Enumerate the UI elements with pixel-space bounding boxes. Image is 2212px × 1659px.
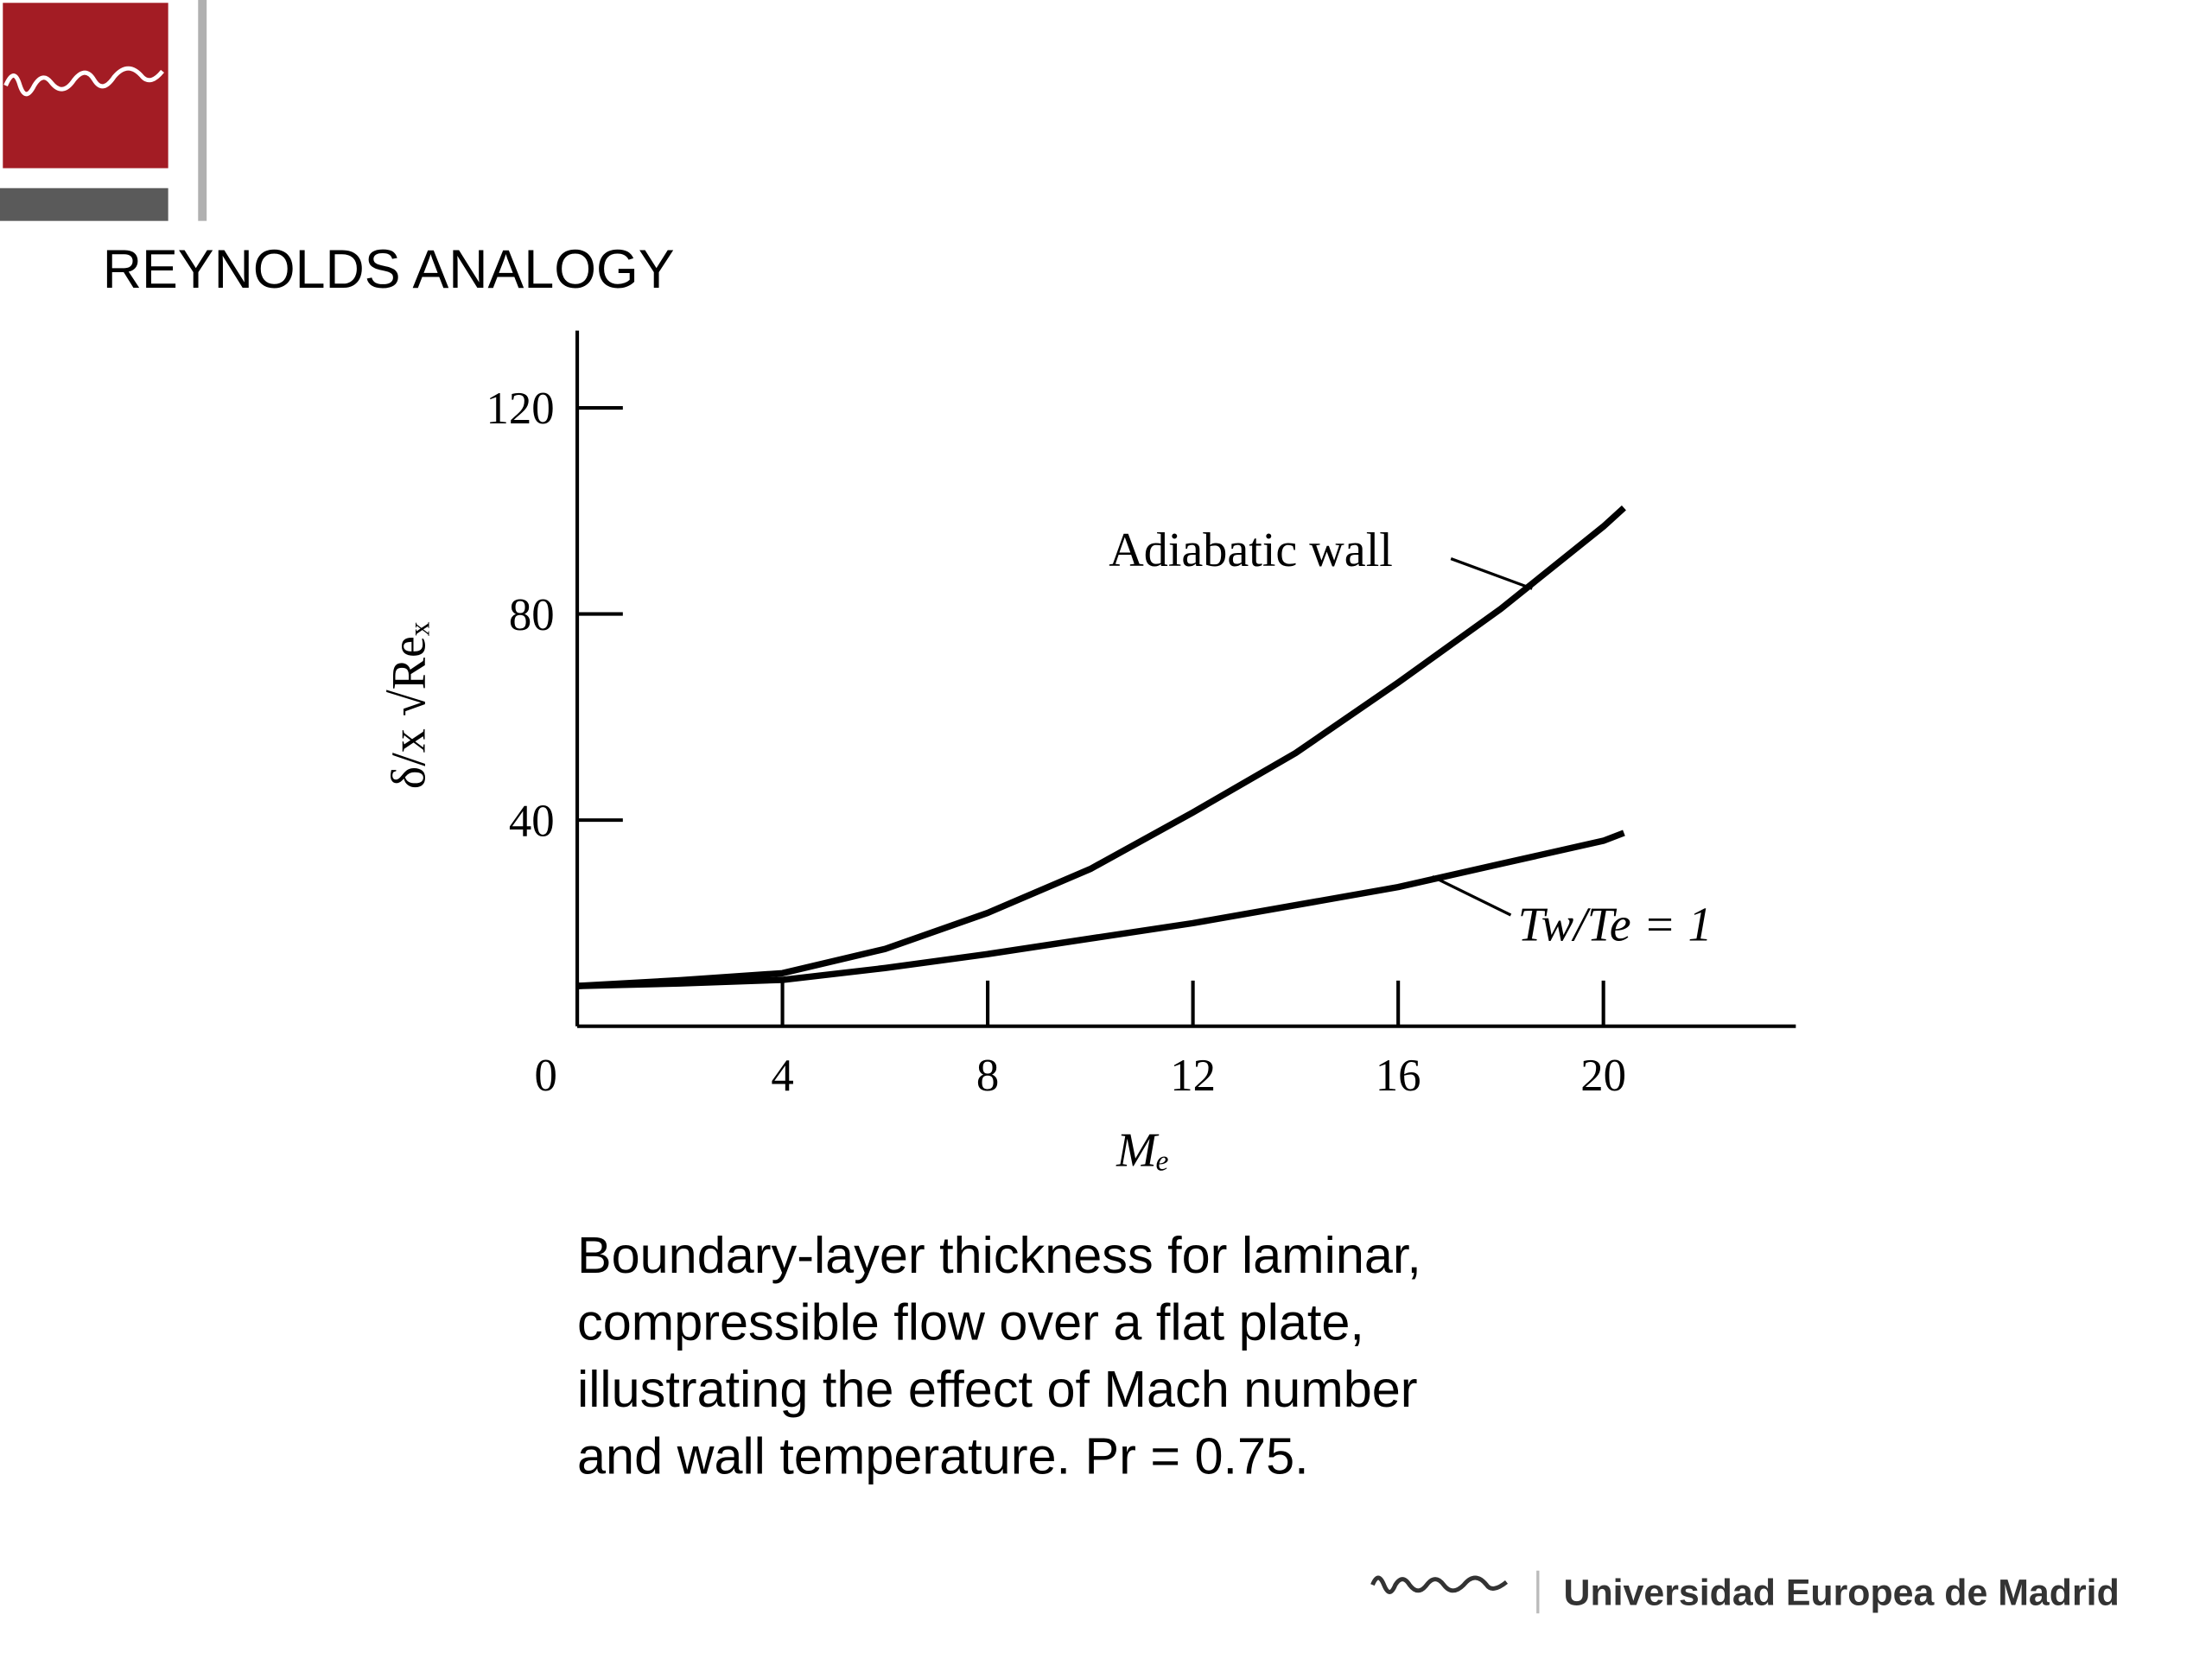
- line-series: [576, 830, 1625, 989]
- logo-bar: [0, 188, 168, 221]
- y-axis-label: δ/x √Reₓ: [383, 621, 436, 789]
- series-label: Adiabatic wall: [1109, 524, 1393, 577]
- x-tick-label: 0: [535, 1051, 557, 1101]
- caption-line: compressible flow over a flat plate,: [577, 1294, 1364, 1351]
- logo-divider: [198, 0, 207, 221]
- y-tick-label: 40: [509, 796, 555, 846]
- caption-line: Boundary-layer thickness for laminar,: [577, 1226, 1421, 1284]
- x-tick-label: 4: [771, 1051, 793, 1101]
- caption: Boundary-layer thickness for laminar, com…: [577, 1226, 1421, 1485]
- logo-square: [3, 3, 168, 168]
- y-tick-label: 80: [509, 590, 555, 640]
- line-series: [576, 505, 1626, 989]
- slide-title: REYNOLDS ANALOGY: [103, 239, 675, 300]
- series-label: Tw/Te = 1: [1518, 899, 1713, 952]
- caption-line: illustrating the effect of Mach number: [577, 1360, 1418, 1418]
- y-tick-label: 120: [486, 384, 554, 434]
- logo-mark: [3, 66, 164, 97]
- caption-line: and wall temperature. Pr = 0.75.: [577, 1427, 1309, 1485]
- annotation-leader: [1450, 557, 1533, 590]
- footer-text: Universidad Europea de Madrid: [1563, 1572, 2119, 1613]
- x-tick-label: 8: [976, 1051, 999, 1101]
- x-axis-label: Mₑ: [1116, 1123, 1169, 1177]
- footer-logo: [1370, 1575, 1509, 1594]
- chart: 40 80 120 0 4 8 12 16 20 Mₑ δ/x √Reₓ Adiabatic wall…: [383, 330, 1796, 1177]
- footer-divider: [1536, 1570, 1540, 1614]
- x-tick-label: 20: [1580, 1051, 1626, 1101]
- x-tick-label: 12: [1170, 1051, 1216, 1101]
- annotation-leader: [1432, 874, 1512, 917]
- x-tick-label: 16: [1376, 1051, 1421, 1101]
